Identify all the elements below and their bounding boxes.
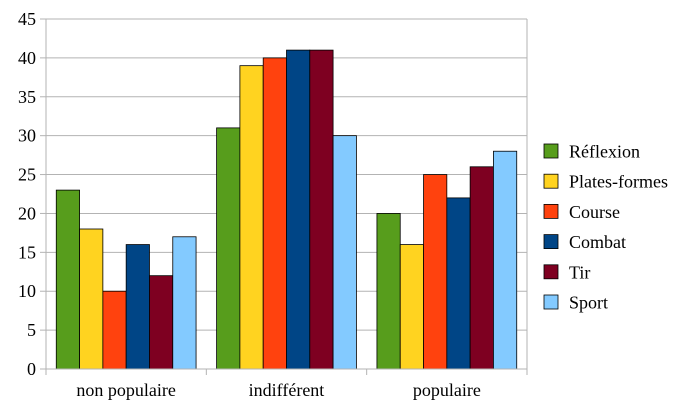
bar-course-2 <box>423 174 448 370</box>
y-tick-label: 35 <box>18 87 36 107</box>
bars <box>55 49 518 370</box>
bar-tir-2 <box>469 166 494 370</box>
y-tick-label: 10 <box>18 281 36 301</box>
legend-label: Combat <box>569 232 626 252</box>
y-tick-labels: 0 5 10 15 20 25 30 35 40 45 <box>18 9 36 379</box>
legend-swatch-tir <box>543 264 559 280</box>
bar-sport-2 <box>493 150 518 370</box>
legend-swatch-sport <box>543 294 559 310</box>
legend-swatch-combat <box>543 234 559 250</box>
bar-sport-1 <box>332 135 357 370</box>
legend: Réflexion Plates-formes Course Combat Tir Spo… <box>543 142 668 313</box>
x-tick-labels: non populaire indifférent populaire <box>76 380 480 400</box>
y-tick-label: 40 <box>18 48 36 68</box>
bar-combat-1 <box>286 49 311 370</box>
bar-r-flexion-1 <box>216 127 241 370</box>
bar-plates-formes-0 <box>79 228 104 370</box>
bar-combat-2 <box>446 197 471 370</box>
legend-label: Course <box>569 202 620 222</box>
y-tick-label: 25 <box>18 165 36 185</box>
bar-sport-0 <box>172 236 197 370</box>
bar-combat-0 <box>125 244 150 370</box>
y-tick-label: 45 <box>18 9 36 29</box>
x-tick-label: non populaire <box>76 380 175 400</box>
bar-tir-1 <box>309 49 334 370</box>
bar-tir-0 <box>149 275 174 370</box>
y-tick-label: 30 <box>18 126 36 146</box>
axes <box>40 18 528 375</box>
x-tick-label: populaire <box>413 380 481 400</box>
bar-plates-formes-1 <box>239 65 264 370</box>
y-tick-label: 15 <box>18 242 36 262</box>
y-tick-label: 20 <box>18 203 36 223</box>
legend-swatch-r-flexion <box>543 143 559 159</box>
x-tick-label: indifférent <box>249 380 325 400</box>
legend-label: Sport <box>569 293 608 313</box>
legend-label: Réflexion <box>569 142 640 162</box>
bar-course-1 <box>262 57 287 370</box>
legend-swatch-course <box>543 203 559 219</box>
legend-label: Plates-formes <box>569 172 668 192</box>
bar-course-0 <box>102 290 127 370</box>
bar-r-flexion-0 <box>55 189 80 370</box>
bar-plates-formes-2 <box>399 244 424 370</box>
legend-swatch-plates-formes <box>543 173 559 189</box>
bar-r-flexion-2 <box>376 213 401 370</box>
y-tick-label: 5 <box>27 320 36 340</box>
legend-label: Tir <box>569 262 590 282</box>
y-tick-label: 0 <box>27 359 36 379</box>
